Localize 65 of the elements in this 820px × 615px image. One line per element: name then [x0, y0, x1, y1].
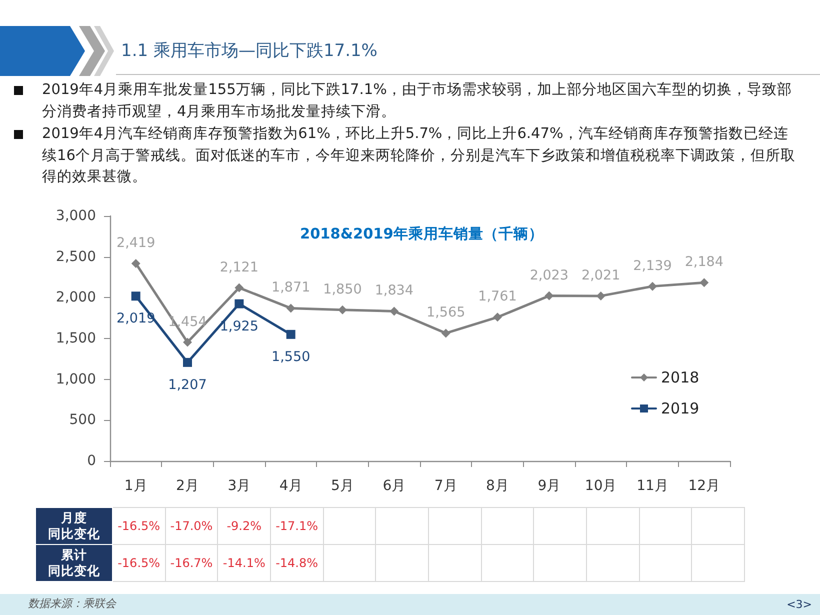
text: 2018&2019年乘用车销量（千辆）	[300, 224, 544, 242]
point	[183, 358, 192, 367]
data-label: 1,761	[478, 288, 517, 305]
point	[234, 299, 244, 308]
y-tick-label: 500	[69, 412, 96, 428]
y-tick-label: 2,500	[56, 248, 96, 265]
y-tick-label: 1,500	[56, 330, 96, 346]
data-label: 1,871	[272, 280, 310, 296]
point	[131, 258, 140, 268]
text: -14.8%	[270, 544, 324, 582]
text: 月度同比变化	[36, 510, 112, 542]
x-tick-label: 3月	[228, 478, 251, 494]
text: -17.1%	[270, 508, 324, 544]
y-tick-label: 2,000	[56, 290, 96, 306]
point	[648, 282, 657, 291]
text: -17.0%	[165, 508, 218, 544]
data-label: 1,925	[220, 318, 258, 334]
x-tick-label: 11月	[636, 478, 668, 494]
x-tick-label: 9月	[538, 478, 561, 494]
text: -9.2%	[218, 508, 270, 544]
text: 累计同比变化	[36, 547, 112, 579]
point	[234, 283, 244, 292]
point	[131, 292, 140, 301]
text: 2019年4月乘用车批发量155万辆，同比下跌17.1%，由于市场需求较弱，加上部分地区国六车型的切换，导致部分消费者持币观望，4月乘用车市场批发量持续下滑。	[42, 82, 792, 120]
point	[286, 330, 296, 339]
chart-subtitle: 1.1 乘用车市场—同比下跌17.1%	[121, 40, 378, 62]
data-label: 2,121	[220, 259, 258, 276]
legend-label: 2019	[661, 400, 700, 418]
y-tick-label: 3,000	[56, 208, 96, 224]
point	[183, 338, 192, 347]
data-label: 2,419	[116, 234, 156, 251]
text: -16.5%	[112, 544, 166, 582]
text: 2019年4月汽车经销商库存预警指数为61%，环比上升5.7%，同比上升6.47%，汽车经销商库存预警指数已经连续16个月高于警戒线。面对低迷的车市，今年迎来两轮降价，分别是汽车下乡政策和增值税税率下调政策，但所取得的效果甚微。	[42, 126, 796, 185]
text: <3>	[786, 598, 812, 611]
data-label: 1,565	[426, 304, 466, 321]
data-label: 2,184	[684, 254, 724, 270]
data-label: 2,021	[582, 267, 620, 284]
x-tick-label: 10月	[584, 478, 617, 494]
data-label: 1,834	[374, 282, 414, 299]
point	[441, 328, 450, 338]
x-tick-label: 8月	[486, 478, 509, 494]
point	[700, 278, 709, 288]
x-tick-label: 2月	[176, 478, 199, 494]
point	[338, 305, 347, 314]
data-label: 2,139	[633, 258, 672, 274]
data-label: 2,023	[530, 267, 568, 284]
y-tick-label: 1,000	[56, 371, 96, 388]
x-tick-label: 12月	[688, 478, 720, 494]
text: -14.1%	[218, 544, 270, 582]
x-tick-label: 6月	[382, 478, 406, 494]
source-note: 数据来源：乘联会	[28, 596, 116, 611]
legend-label: 2018	[661, 368, 700, 386]
x-tick-label: 1月	[124, 478, 148, 494]
data-label: 1,550	[272, 348, 310, 365]
text: -16.5%	[112, 508, 166, 544]
data-label: 1,207	[168, 376, 207, 393]
point	[390, 306, 399, 316]
y-tick-label: 0	[87, 453, 96, 469]
x-tick-label: 4月	[279, 478, 302, 494]
point	[286, 304, 296, 313]
x-tick-label: 7月	[434, 478, 458, 494]
x-tick-label: 5月	[331, 478, 354, 494]
data-label: 1,850	[323, 281, 362, 298]
point	[493, 312, 502, 322]
text: -16.7%	[165, 544, 218, 582]
